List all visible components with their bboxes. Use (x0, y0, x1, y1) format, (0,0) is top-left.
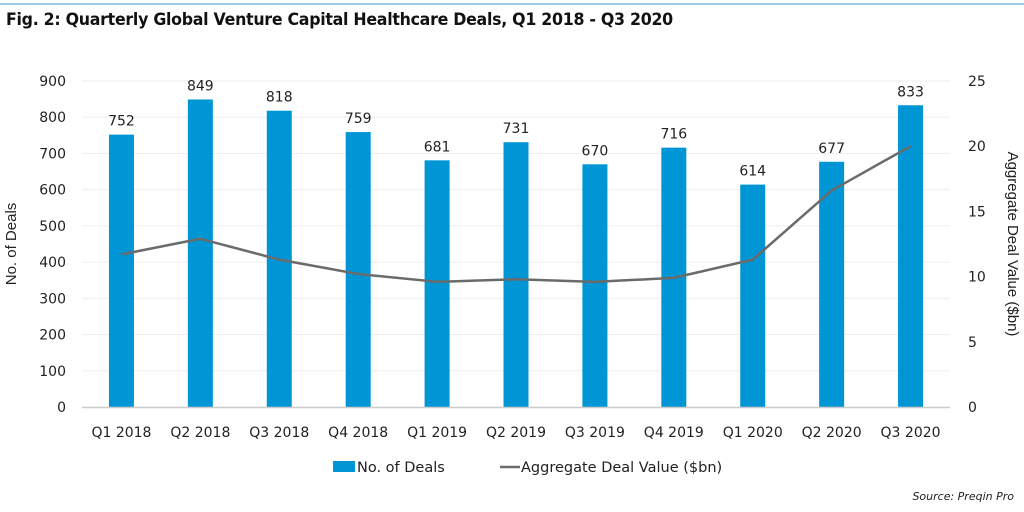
right-tick-label: 0 (968, 400, 977, 416)
bar-series (108, 99, 924, 408)
x-tick-label: Q2 2020 (802, 425, 862, 441)
data-label: 752 (108, 114, 135, 130)
right-tick-label: 5 (968, 335, 977, 351)
bar (582, 164, 608, 407)
x-tick-label: Q3 2018 (249, 425, 309, 441)
right-tick-label: 20 (968, 139, 986, 155)
bar (898, 105, 924, 407)
x-tick-label: Q1 2018 (91, 425, 151, 441)
data-label: 759 (345, 111, 372, 127)
left-axis-ticks: 0 100 200 300 400 500 600 700 800 900 (39, 74, 66, 416)
chart-title: Fig. 2: Quarterly Global Venture Capital… (6, 10, 673, 30)
x-tick-label: Q3 2020 (881, 425, 941, 441)
left-tick-label: 0 (57, 400, 66, 416)
legend-label-deals: No. of Deals (357, 460, 445, 476)
left-tick-label: 300 (39, 291, 66, 307)
x-tick-label: Q2 2019 (486, 425, 546, 441)
data-labels: 752 849 818 759 681 731 670 716 614 677 833 (108, 78, 924, 179)
left-tick-label: 400 (39, 255, 66, 271)
left-tick-label: 900 (39, 74, 66, 90)
bar (345, 132, 371, 407)
source-note: Source: Preqin Pro (912, 490, 1014, 503)
left-tick-label: 100 (39, 364, 66, 380)
data-label: 731 (503, 121, 530, 137)
data-label: 614 (739, 164, 766, 180)
legend: No. of Deals Aggregate Deal Value ($bn) (333, 460, 722, 476)
left-tick-label: 800 (39, 110, 66, 126)
left-tick-label: 500 (39, 219, 66, 235)
x-tick-label: Q1 2020 (723, 425, 783, 441)
x-tick-label: Q2 2018 (170, 425, 230, 441)
left-tick-label: 700 (39, 146, 66, 162)
legend-label-value: Aggregate Deal Value ($bn) (521, 460, 722, 476)
legend-swatch-deals (333, 461, 355, 472)
x-tick-label: Q4 2019 (644, 425, 704, 441)
data-label: 677 (818, 141, 845, 157)
data-label: 670 (582, 143, 609, 159)
bar (424, 160, 450, 407)
left-tick-label: 600 (39, 183, 66, 199)
data-label: 818 (266, 90, 293, 106)
top-rule (0, 3, 1024, 5)
right-axis-title: Aggregate Deal Value ($bn) (1004, 152, 1021, 337)
bar (108, 134, 134, 407)
x-tick-label: Q4 2018 (328, 425, 388, 441)
right-tick-label: 15 (968, 204, 986, 220)
bar (740, 184, 766, 407)
x-axis-ticks: Q1 2018 Q2 2018 Q3 2018 Q4 2018 Q1 2019 Q2 20… (91, 425, 940, 441)
bar (819, 161, 845, 407)
right-axis-ticks: 0 5 10 15 20 25 (968, 74, 986, 416)
left-tick-label: 200 (39, 328, 66, 344)
x-tick-label: Q1 2019 (407, 425, 467, 441)
bar (503, 142, 529, 407)
bar (187, 99, 213, 408)
x-tick-label: Q3 2019 (565, 425, 625, 441)
right-tick-label: 25 (968, 74, 986, 90)
data-label: 849 (187, 78, 214, 94)
data-label: 716 (660, 127, 687, 143)
data-label: 681 (424, 139, 451, 155)
line-series (121, 145, 912, 284)
left-axis-title: No. of Deals (3, 203, 20, 286)
data-label: 833 (897, 84, 924, 100)
right-tick-label: 10 (968, 270, 986, 286)
